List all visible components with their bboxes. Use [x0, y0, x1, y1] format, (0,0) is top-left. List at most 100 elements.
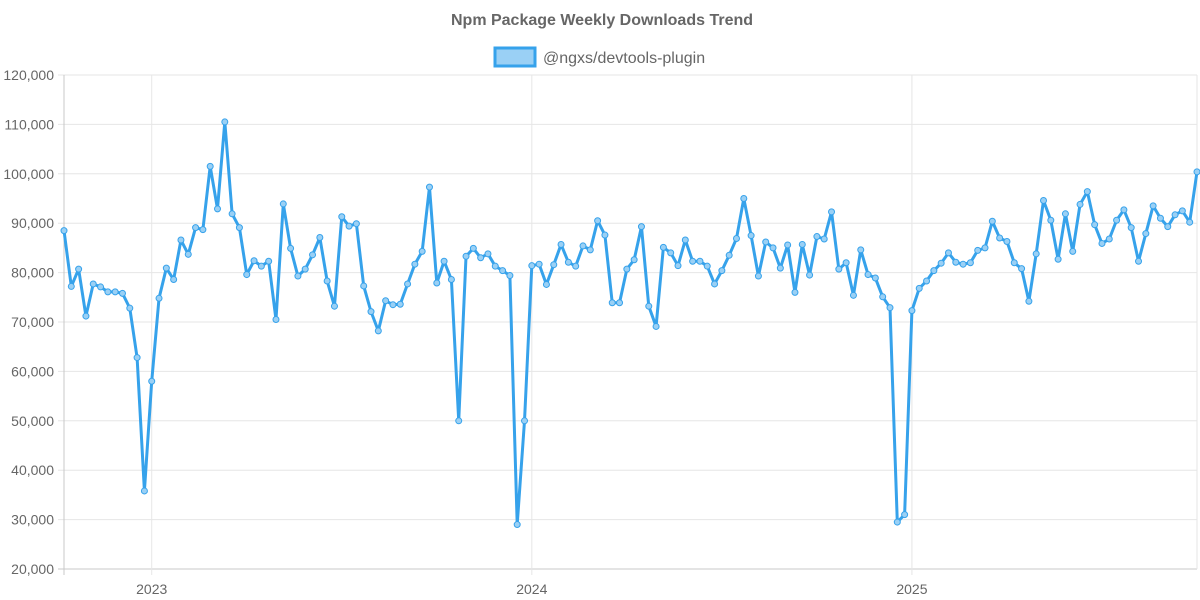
- data-point[interactable]: [608, 299, 616, 307]
- data-point[interactable]: [469, 244, 477, 252]
- data-point[interactable]: [557, 240, 565, 248]
- data-point[interactable]: [1178, 207, 1186, 215]
- data-point[interactable]: [747, 232, 755, 240]
- data-point[interactable]: [404, 280, 412, 288]
- data-point[interactable]: [148, 377, 156, 385]
- data-point[interactable]: [1142, 230, 1150, 238]
- data-point[interactable]: [309, 251, 317, 259]
- data-point[interactable]: [265, 257, 273, 265]
- legend[interactable]: @ngxs/devtools-plugin: [493, 46, 705, 68]
- data-point[interactable]: [901, 511, 909, 519]
- data-point[interactable]: [433, 279, 441, 287]
- data-point[interactable]: [513, 521, 521, 529]
- data-point[interactable]: [1149, 202, 1157, 210]
- data-point[interactable]: [1061, 210, 1069, 218]
- data-point[interactable]: [411, 260, 419, 268]
- data-point[interactable]: [1186, 218, 1194, 226]
- data-point[interactable]: [842, 259, 850, 267]
- data-point[interactable]: [572, 262, 580, 270]
- data-point[interactable]: [1105, 235, 1113, 243]
- data-point[interactable]: [769, 244, 777, 252]
- data-point[interactable]: [1054, 255, 1062, 263]
- data-point[interactable]: [645, 302, 653, 310]
- data-point[interactable]: [97, 283, 105, 291]
- data-point[interactable]: [360, 282, 368, 290]
- data-point[interactable]: [959, 260, 967, 268]
- data-point[interactable]: [425, 183, 433, 191]
- data-point[interactable]: [170, 276, 178, 284]
- data-point[interactable]: [418, 247, 426, 255]
- data-point[interactable]: [879, 293, 887, 301]
- data-point[interactable]: [323, 277, 331, 285]
- data-point[interactable]: [235, 224, 243, 232]
- data-point[interactable]: [586, 246, 594, 254]
- data-point[interactable]: [740, 195, 748, 202]
- data-point[interactable]: [944, 249, 952, 257]
- data-point[interactable]: [199, 226, 207, 234]
- data-point[interactable]: [696, 257, 704, 265]
- data-point[interactable]: [257, 262, 265, 270]
- data-point[interactable]: [828, 208, 836, 216]
- data-point[interactable]: [367, 308, 375, 316]
- data-point[interactable]: [316, 234, 324, 242]
- data-point[interactable]: [382, 297, 390, 305]
- data-point[interactable]: [126, 304, 134, 312]
- data-point[interactable]: [206, 162, 214, 170]
- data-point[interactable]: [111, 288, 119, 296]
- data-point[interactable]: [338, 213, 346, 221]
- data-point[interactable]: [915, 284, 923, 292]
- data-point[interactable]: [89, 280, 97, 288]
- data-point[interactable]: [952, 258, 960, 266]
- data-point[interactable]: [396, 300, 404, 308]
- data-point[interactable]: [718, 267, 726, 275]
- data-point[interactable]: [133, 354, 141, 362]
- data-point[interactable]: [1127, 224, 1135, 232]
- data-point[interactable]: [447, 276, 455, 284]
- data-point[interactable]: [849, 291, 857, 299]
- data-point[interactable]: [528, 262, 536, 270]
- data-point[interactable]: [1025, 297, 1033, 305]
- data-point[interactable]: [118, 289, 126, 297]
- data-point[interactable]: [1076, 200, 1084, 208]
- data-point[interactable]: [667, 249, 675, 257]
- data-point[interactable]: [601, 231, 609, 239]
- data-point[interactable]: [440, 257, 448, 265]
- data-point[interactable]: [776, 264, 784, 272]
- data-point[interactable]: [623, 265, 631, 273]
- data-point[interactable]: [820, 235, 828, 243]
- data-point[interactable]: [637, 223, 645, 231]
- data-point[interactable]: [594, 217, 602, 225]
- data-point[interactable]: [703, 262, 711, 270]
- data-point[interactable]: [162, 264, 170, 272]
- data-point[interactable]: [140, 487, 148, 495]
- data-point[interactable]: [762, 238, 770, 246]
- data-point[interactable]: [535, 260, 543, 268]
- data-point[interactable]: [974, 246, 982, 254]
- data-point[interactable]: [579, 242, 587, 250]
- data-point[interactable]: [67, 282, 75, 290]
- legend-swatch[interactable]: [493, 46, 537, 68]
- data-point[interactable]: [279, 200, 287, 208]
- data-point[interactable]: [835, 265, 843, 273]
- data-point[interactable]: [1083, 188, 1091, 196]
- data-point[interactable]: [352, 220, 360, 228]
- data-point[interactable]: [1047, 216, 1055, 224]
- data-point[interactable]: [345, 222, 353, 230]
- data-point[interactable]: [616, 299, 624, 307]
- data-point[interactable]: [221, 118, 229, 126]
- data-point[interactable]: [330, 302, 338, 310]
- data-point[interactable]: [491, 262, 499, 270]
- data-point[interactable]: [937, 259, 945, 267]
- data-point[interactable]: [864, 271, 872, 279]
- data-point[interactable]: [1113, 216, 1121, 224]
- data-point[interactable]: [1171, 211, 1179, 219]
- data-point[interactable]: [104, 288, 112, 296]
- data-point[interactable]: [192, 224, 200, 232]
- data-point[interactable]: [1003, 237, 1011, 245]
- data-point[interactable]: [966, 259, 974, 267]
- data-point[interactable]: [455, 417, 463, 425]
- data-point[interactable]: [243, 271, 251, 279]
- data-point[interactable]: [499, 267, 507, 275]
- data-point[interactable]: [988, 217, 996, 225]
- data-point[interactable]: [521, 417, 529, 425]
